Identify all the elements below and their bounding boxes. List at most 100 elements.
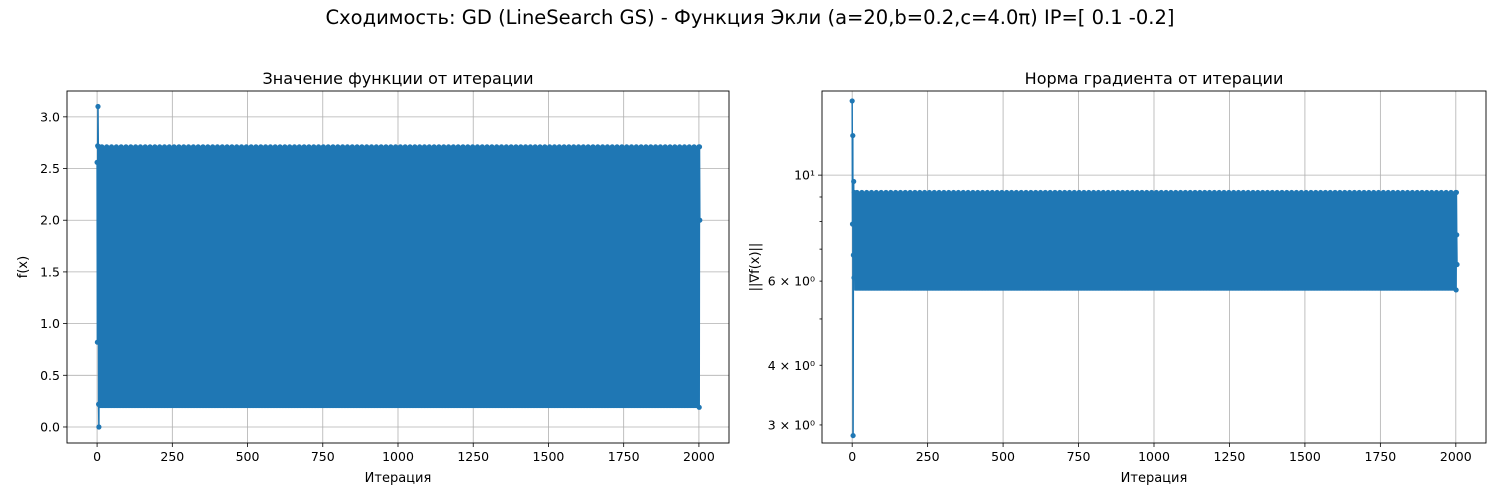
right-chart-data-point (1177, 189, 1184, 196)
right-chart-data-point (1409, 189, 1415, 196)
right-chart-data-point (1231, 189, 1237, 196)
left-chart-data-point (94, 339, 100, 345)
right-chart-data-point (1424, 189, 1430, 196)
left-chart-data-point (277, 144, 283, 150)
left-chart-data-point (123, 144, 129, 150)
right-chart-x-tick-label: 500 (991, 449, 1015, 464)
right-chart-data-point (1395, 189, 1401, 196)
left-chart-data-point (258, 144, 264, 150)
right-chart-data-point (851, 275, 857, 281)
right-chart-x-axis-label: Итерация (1121, 471, 1188, 486)
right-chart-x-tick-label: 1000 (1138, 449, 1170, 464)
right-chart-x-tick-label: 750 (1067, 449, 1091, 464)
left-chart-data-point (633, 144, 639, 150)
left-chart-data-point (229, 144, 235, 150)
left-chart-data-point (470, 144, 476, 150)
right-chart-data-point (975, 189, 981, 196)
right-chart-data-point (1168, 189, 1174, 196)
right-chart-data-point (984, 189, 991, 196)
right-chart-data-point (888, 189, 894, 196)
right-chart-data-point (1023, 189, 1029, 196)
left-chart-data-point (392, 144, 399, 150)
right-chart-data-point (1148, 189, 1155, 196)
right-chart-data-point (859, 189, 865, 196)
right-chart-data-point (917, 189, 923, 196)
right-chart-data-point (1298, 189, 1304, 196)
left-chart-data-point (282, 144, 288, 150)
left-chart-data-point (234, 144, 240, 150)
left-chart-y-tick-label: 1.5 (40, 264, 60, 279)
left-chart-data-point (580, 144, 586, 150)
left-chart-data-point (200, 144, 206, 150)
left-chart-data-point (494, 144, 500, 150)
right-chart-data-point (1008, 189, 1015, 196)
right-chart-data-point (1052, 189, 1058, 196)
left-chart-data-point (253, 144, 259, 150)
left-chart-data-point (296, 144, 302, 150)
left-chart-data-point (224, 144, 230, 150)
left-chart-data-point (542, 144, 548, 150)
right-chart-data-point (1313, 189, 1319, 196)
left-chart-data-point (624, 144, 630, 150)
left-chart-data-point (344, 144, 351, 150)
left-chart-data-point (628, 144, 635, 150)
left-chart-data-point (291, 144, 298, 150)
left-chart-data-point (108, 144, 115, 150)
left-chart-data-point (498, 144, 505, 150)
left-chart-data-point (383, 144, 389, 150)
right-chart-data-point (1245, 189, 1251, 196)
left-chart-y-tick-label: 3.0 (40, 109, 60, 124)
right-chart-data-point (1211, 189, 1217, 196)
right-chart-data-point (1124, 189, 1131, 196)
right-chart-data-point (955, 189, 962, 196)
left-chart-data-point (96, 401, 102, 407)
left-chart-y-tick-label: 2.5 (40, 161, 60, 176)
left-chart-data-point (489, 144, 495, 150)
right-chart-y-tick-label: 3 × 10⁰ (768, 417, 815, 432)
right-chart-data-point (1454, 232, 1460, 238)
right-chart-data-point (1129, 189, 1135, 196)
right-chart-data-point (1264, 189, 1271, 196)
right-chart-data-point (1057, 189, 1063, 196)
right-chart-data-point (1342, 189, 1348, 196)
left-chart-data-point (551, 144, 558, 150)
right-chart-data-point (850, 432, 856, 439)
left-chart-data-point (426, 144, 432, 150)
right-chart-data-point (1004, 189, 1010, 196)
right-chart-data-point (1419, 189, 1425, 196)
right-chart-data-point (1197, 189, 1203, 196)
left-chart-data-point (691, 144, 697, 150)
right-chart-data-point (1139, 189, 1145, 196)
right-chart-data-point (849, 98, 855, 104)
left-chart-data-point (349, 144, 355, 150)
right-chart-data-point (1110, 189, 1116, 196)
right-chart-data-point (1443, 189, 1449, 196)
left-chart-data-point (335, 144, 341, 150)
left-chart-data-point (378, 144, 384, 150)
left-chart-data-point (474, 144, 481, 150)
left-chart-data-point (118, 144, 124, 150)
left-chart-data-point (205, 144, 211, 150)
right-chart-data-point (1105, 189, 1111, 196)
right-chart-data-point (1293, 189, 1300, 196)
right-chart-data-point (1018, 189, 1024, 196)
left-chart-data-point (657, 144, 663, 150)
right-chart-data-point (873, 189, 879, 196)
left-chart-data-point (219, 144, 225, 150)
right-chart-data-point (1414, 189, 1420, 196)
right-chart-data-point (946, 189, 952, 196)
left-chart-data-point (575, 144, 582, 150)
left-chart-ticks: 0 250 500 750 1000 1250 1500 1750 2000 0.0 0.5 1.0 1… (40, 109, 715, 464)
right-chart-data-point (1260, 189, 1266, 196)
right-chart-data-point (999, 189, 1005, 196)
right-chart-data-point (883, 189, 889, 196)
left-chart-data-point (147, 144, 153, 150)
right-chart-data-point (878, 189, 884, 196)
right-chart-data-point (941, 189, 947, 196)
right-chart-data-point (1327, 189, 1333, 196)
left-chart-data-point (238, 144, 245, 150)
right-chart-data-point (1081, 189, 1087, 196)
right-chart-data-point (1047, 189, 1053, 196)
left-chart-data-point (176, 144, 182, 150)
left-chart-data-point (537, 144, 543, 150)
